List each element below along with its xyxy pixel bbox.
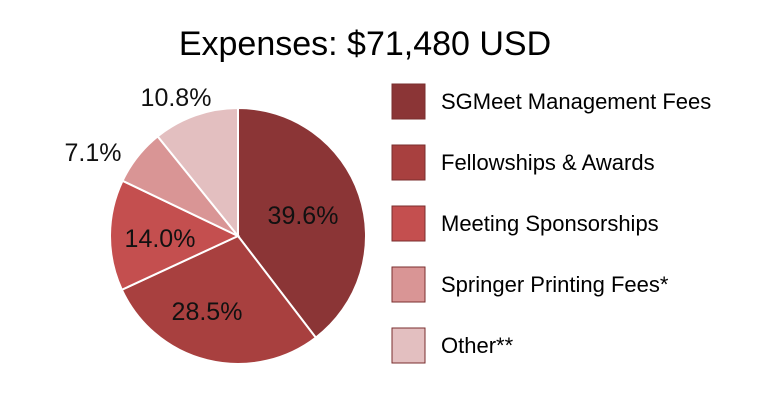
slice-label-5: 10.8% xyxy=(141,84,212,112)
slice-label-4: 7.1% xyxy=(65,139,122,167)
legend-swatch-5 xyxy=(391,327,426,364)
pie-slice-3 xyxy=(109,179,241,292)
legend-label-3: Meeting Sponsorships xyxy=(441,211,659,236)
legend-label-5: Other** xyxy=(441,333,514,358)
pie-slice-1 xyxy=(237,106,367,340)
legend-swatch-4 xyxy=(391,266,426,303)
slice-label-1: 39.6% xyxy=(268,202,339,230)
legend: SGMeet Management Fees Fellowships & Awar… xyxy=(391,83,711,364)
chart-title: Expenses: $71,480 USD xyxy=(179,25,551,63)
legend-swatch-3 xyxy=(391,205,426,242)
slice-label-2: 28.5% xyxy=(172,298,243,326)
legend-swatch-2 xyxy=(391,144,426,181)
pie-slice-5 xyxy=(156,106,239,239)
pie-labels: 39.6% 28.5% 14.0% 7.1% 10.8% xyxy=(65,84,339,326)
legend-swatch-1 xyxy=(391,83,426,120)
legend-label-1: SGMeet Management Fees xyxy=(441,89,711,114)
legend-label-4: Springer Printing Fees* xyxy=(441,272,669,297)
slice-label-3: 14.0% xyxy=(125,225,196,253)
legend-label-2: Fellowships & Awards xyxy=(441,150,655,175)
pie-slices xyxy=(109,106,367,365)
